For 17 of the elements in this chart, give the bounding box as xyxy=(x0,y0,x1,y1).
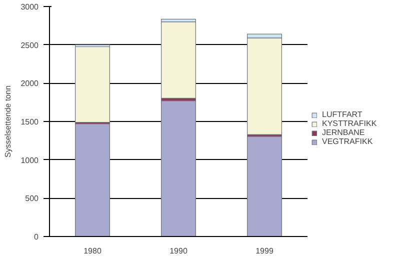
y-tick-label: 500 xyxy=(25,194,40,204)
x-tick-label: 1990 xyxy=(170,246,188,256)
y-tick-label: 1500 xyxy=(20,118,40,126)
bar xyxy=(161,22,196,98)
y-tick-label: 1000 xyxy=(20,156,40,165)
x-tick-label: 1999 xyxy=(256,246,274,256)
y-tick-label: 0 xyxy=(34,232,40,242)
y-axis-title: Sysselsettende tonn xyxy=(4,85,13,158)
legend-label: VEGTRAFIKK xyxy=(322,137,373,146)
bar xyxy=(161,100,196,236)
y-tick-label: 2000 xyxy=(20,79,40,88)
y-tick-label: 3000 xyxy=(20,2,40,12)
legend-label: LUFTFART xyxy=(322,110,362,119)
x-tick-label: 1980 xyxy=(84,246,102,256)
y-tick-label: 2500 xyxy=(20,40,40,50)
legend-label: KYSTTRAFIKK xyxy=(322,119,377,128)
legend-label: JERNBANE xyxy=(322,128,365,137)
